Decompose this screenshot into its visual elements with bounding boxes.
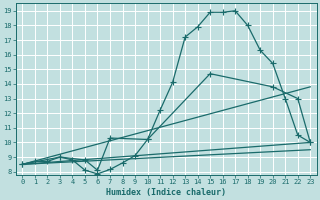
X-axis label: Humidex (Indice chaleur): Humidex (Indice chaleur)	[106, 188, 226, 197]
